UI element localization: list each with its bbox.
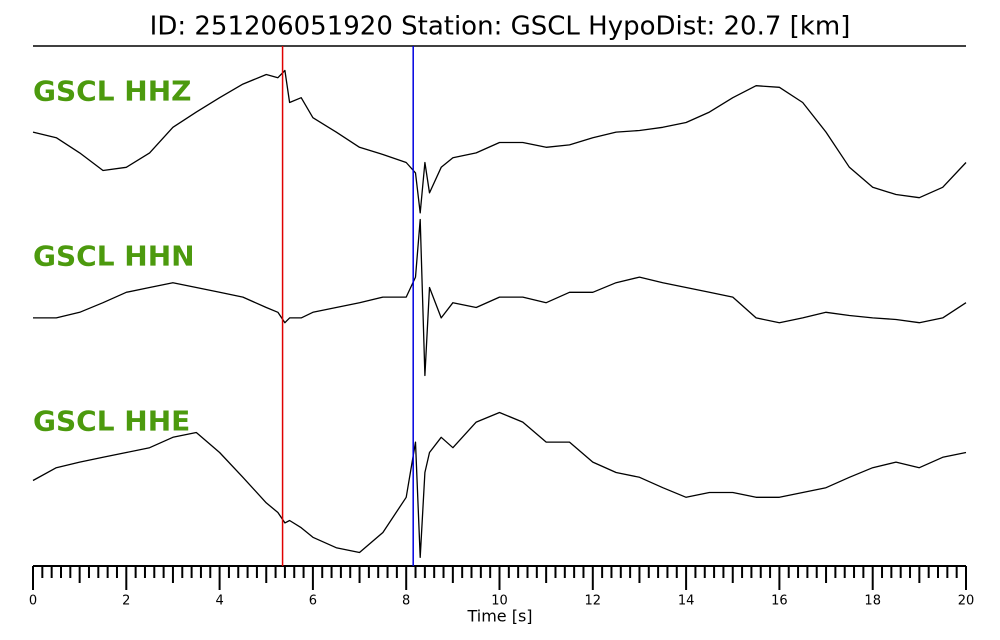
trace xyxy=(33,218,967,377)
x-tick-label: 10 xyxy=(491,594,508,609)
channel-label: GSCL HHN xyxy=(33,240,195,273)
x-tick-label: 6 xyxy=(309,594,317,609)
x-tick-label: 12 xyxy=(585,594,602,609)
x-tick-label: 16 xyxy=(771,594,788,609)
x-tick-label: 4 xyxy=(215,594,223,609)
x-tick-label: 8 xyxy=(402,594,410,609)
trace xyxy=(32,411,967,558)
trace xyxy=(32,69,967,214)
x-tick-label: 18 xyxy=(864,594,881,609)
channel-label: GSCL HHZ xyxy=(33,75,191,108)
x-axis-label: Time [s] xyxy=(466,607,532,626)
x-tick-label: 20 xyxy=(958,594,975,609)
chart-title: ID: 251206051920 Station: GSCL HypoDist:… xyxy=(150,12,851,42)
channel-label: GSCL HHE xyxy=(33,405,190,438)
x-tick-label: 2 xyxy=(122,594,130,609)
x-tick-label: 14 xyxy=(678,594,695,609)
x-tick-label: 0 xyxy=(29,594,37,609)
